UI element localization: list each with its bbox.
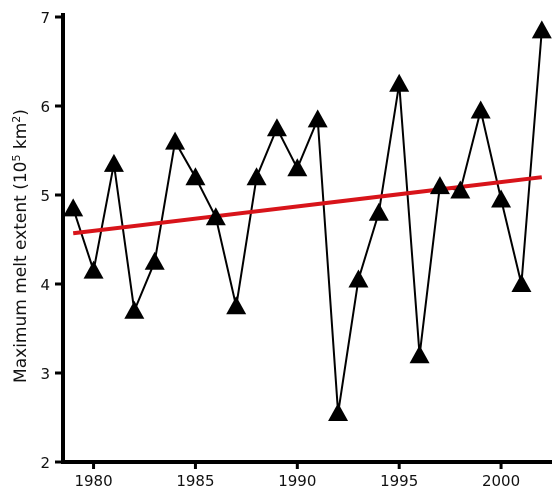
y-axis-title-end: ) (11, 109, 31, 116)
data-point-1997 (429, 176, 450, 195)
data-point-2000 (491, 189, 512, 208)
data-point-1986 (205, 207, 226, 226)
data-point-1993 (348, 269, 369, 288)
y-axis-title-mid: km (11, 123, 31, 155)
data-point-1981 (103, 153, 124, 172)
data-point-1999 (470, 100, 491, 119)
data-point-2002 (531, 20, 552, 39)
series-line (72, 30, 543, 414)
x-tick-label-1985: 1985 (176, 472, 214, 490)
marks-layer (63, 20, 552, 422)
ticks-layer: 2 3 4 5 6 7 1980 1985 1990 1995 2000 (40, 9, 520, 490)
y-axis-title: Maximum melt extent (105 km2) (10, 109, 32, 383)
y-tick-label-5: 5 (40, 187, 50, 205)
y-axis-title-main: Maximum melt extent (10 (11, 162, 31, 383)
data-point-2001 (511, 274, 532, 292)
data-point-1982 (124, 300, 145, 319)
data-point-1980 (83, 260, 104, 279)
data-point-1990 (287, 158, 308, 177)
y-axis-title-sup1: 5 (10, 155, 23, 162)
data-point-1985 (185, 167, 206, 186)
data-point-1979 (63, 198, 84, 217)
data-point-1992 (328, 403, 349, 422)
data-point-1995 (389, 73, 410, 92)
y-tick-label-3: 3 (40, 365, 50, 383)
y-tick-label-7: 7 (40, 9, 50, 27)
x-tick-label-1995: 1995 (380, 472, 418, 490)
y-tick-label-6: 6 (40, 98, 50, 116)
data-point-1984 (165, 131, 186, 150)
x-tick-label-1990: 1990 (278, 472, 316, 490)
y-tick-label-2: 2 (40, 454, 50, 472)
data-point-1991 (307, 109, 328, 128)
x-tick-label-2000: 2000 (482, 472, 520, 490)
data-point-1996 (409, 345, 430, 364)
data-point-1998 (450, 180, 471, 199)
data-point-1983 (144, 251, 165, 270)
data-point-1987 (226, 296, 247, 315)
trend-line (72, 175, 543, 236)
x-tick-label-1980: 1980 (74, 472, 112, 490)
data-point-1988 (246, 167, 267, 186)
y-axis-title-sup2: 2 (10, 116, 23, 123)
y-tick-label-4: 4 (40, 276, 50, 294)
data-point-1994 (368, 202, 389, 221)
data-point-1989 (266, 118, 287, 137)
